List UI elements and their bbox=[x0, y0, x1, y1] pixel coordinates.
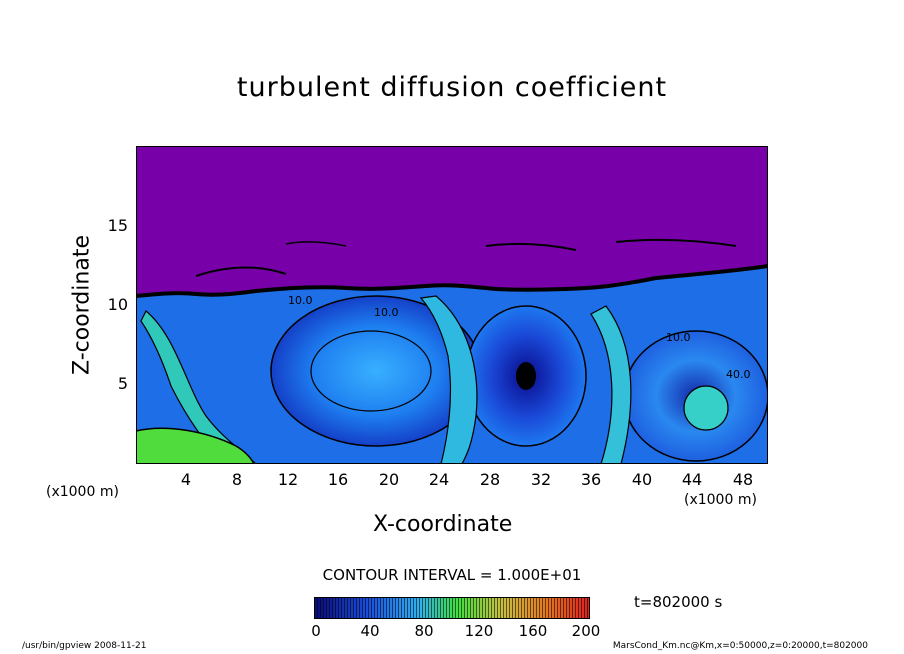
y-tick-label: 10 bbox=[107, 295, 128, 314]
streak-4 bbox=[285, 241, 347, 247]
colorbar-frame bbox=[314, 597, 590, 619]
y-tick-label: 5 bbox=[117, 374, 128, 393]
colorbar-tick-label: 120 bbox=[464, 622, 494, 640]
contour-label: 10.0 bbox=[288, 294, 313, 307]
turbulent-band-right bbox=[590, 305, 632, 464]
y-tick-label: 15 bbox=[107, 216, 128, 235]
eddy-3-inner bbox=[683, 385, 729, 431]
x-tick-label: 4 bbox=[180, 470, 192, 489]
x-tick-label: 44 bbox=[681, 470, 703, 489]
turbulent-band-left bbox=[140, 310, 257, 464]
colorbar-tick-label: 80 bbox=[414, 622, 434, 640]
time-label: t=802000 s bbox=[634, 593, 723, 611]
x-tick-label: 32 bbox=[530, 470, 552, 489]
footer-left: /usr/bin/gpview 2008-11-21 bbox=[22, 641, 147, 651]
contour-interval: CONTOUR INTERVAL = 1.000E+01 bbox=[322, 566, 582, 584]
x-tick-label: 48 bbox=[732, 470, 754, 489]
streak-1 bbox=[195, 266, 287, 277]
x-tick-label: 12 bbox=[277, 470, 299, 489]
surface-layer-left bbox=[136, 427, 255, 464]
y-unit-label: (x1000 m) bbox=[46, 484, 119, 500]
plot-frame bbox=[136, 146, 768, 464]
contour-label: 10.0 bbox=[666, 331, 691, 344]
colorbar bbox=[314, 597, 590, 619]
contour-label: 40.0 bbox=[726, 368, 751, 381]
x-tick-label: 20 bbox=[378, 470, 400, 489]
x-unit-label: (x1000 m) bbox=[684, 492, 757, 508]
upper-stable-layer bbox=[136, 146, 768, 296]
eddy-2-core bbox=[516, 362, 536, 390]
colorbar-tick-label: 40 bbox=[360, 622, 380, 640]
x-tick-label: 36 bbox=[580, 470, 602, 489]
colorbar-contour-lines bbox=[314, 597, 590, 619]
contour-label: 10.0 bbox=[374, 306, 399, 319]
x-tick-label: 24 bbox=[428, 470, 450, 489]
eddy-1-inner bbox=[310, 330, 432, 412]
chart-title: turbulent diffusion coefficient bbox=[236, 72, 668, 103]
colorbar-tick-label: 160 bbox=[518, 622, 548, 640]
colorbar-tick-label: 0 bbox=[311, 622, 321, 640]
x-tick-label: 8 bbox=[231, 470, 243, 489]
heatmap-plot: 10.0 10.0 10.0 40.0 bbox=[136, 146, 768, 464]
streak-2 bbox=[485, 242, 577, 251]
footer-right: MarsCond_Km.nc@Km,x=0:50000,z=0:20000,t=… bbox=[612, 641, 868, 651]
y-axis-label: Z-coordinate bbox=[69, 235, 95, 375]
x-tick-label: 16 bbox=[327, 470, 349, 489]
x-tick-label: 28 bbox=[479, 470, 501, 489]
x-axis-label: X-coordinate bbox=[373, 512, 513, 537]
layer-boundary bbox=[136, 264, 768, 298]
turbulent-band-center bbox=[419, 295, 478, 464]
streak-3 bbox=[615, 238, 737, 247]
x-tick-label: 40 bbox=[631, 470, 653, 489]
colorbar-tick-label: 200 bbox=[571, 622, 601, 640]
